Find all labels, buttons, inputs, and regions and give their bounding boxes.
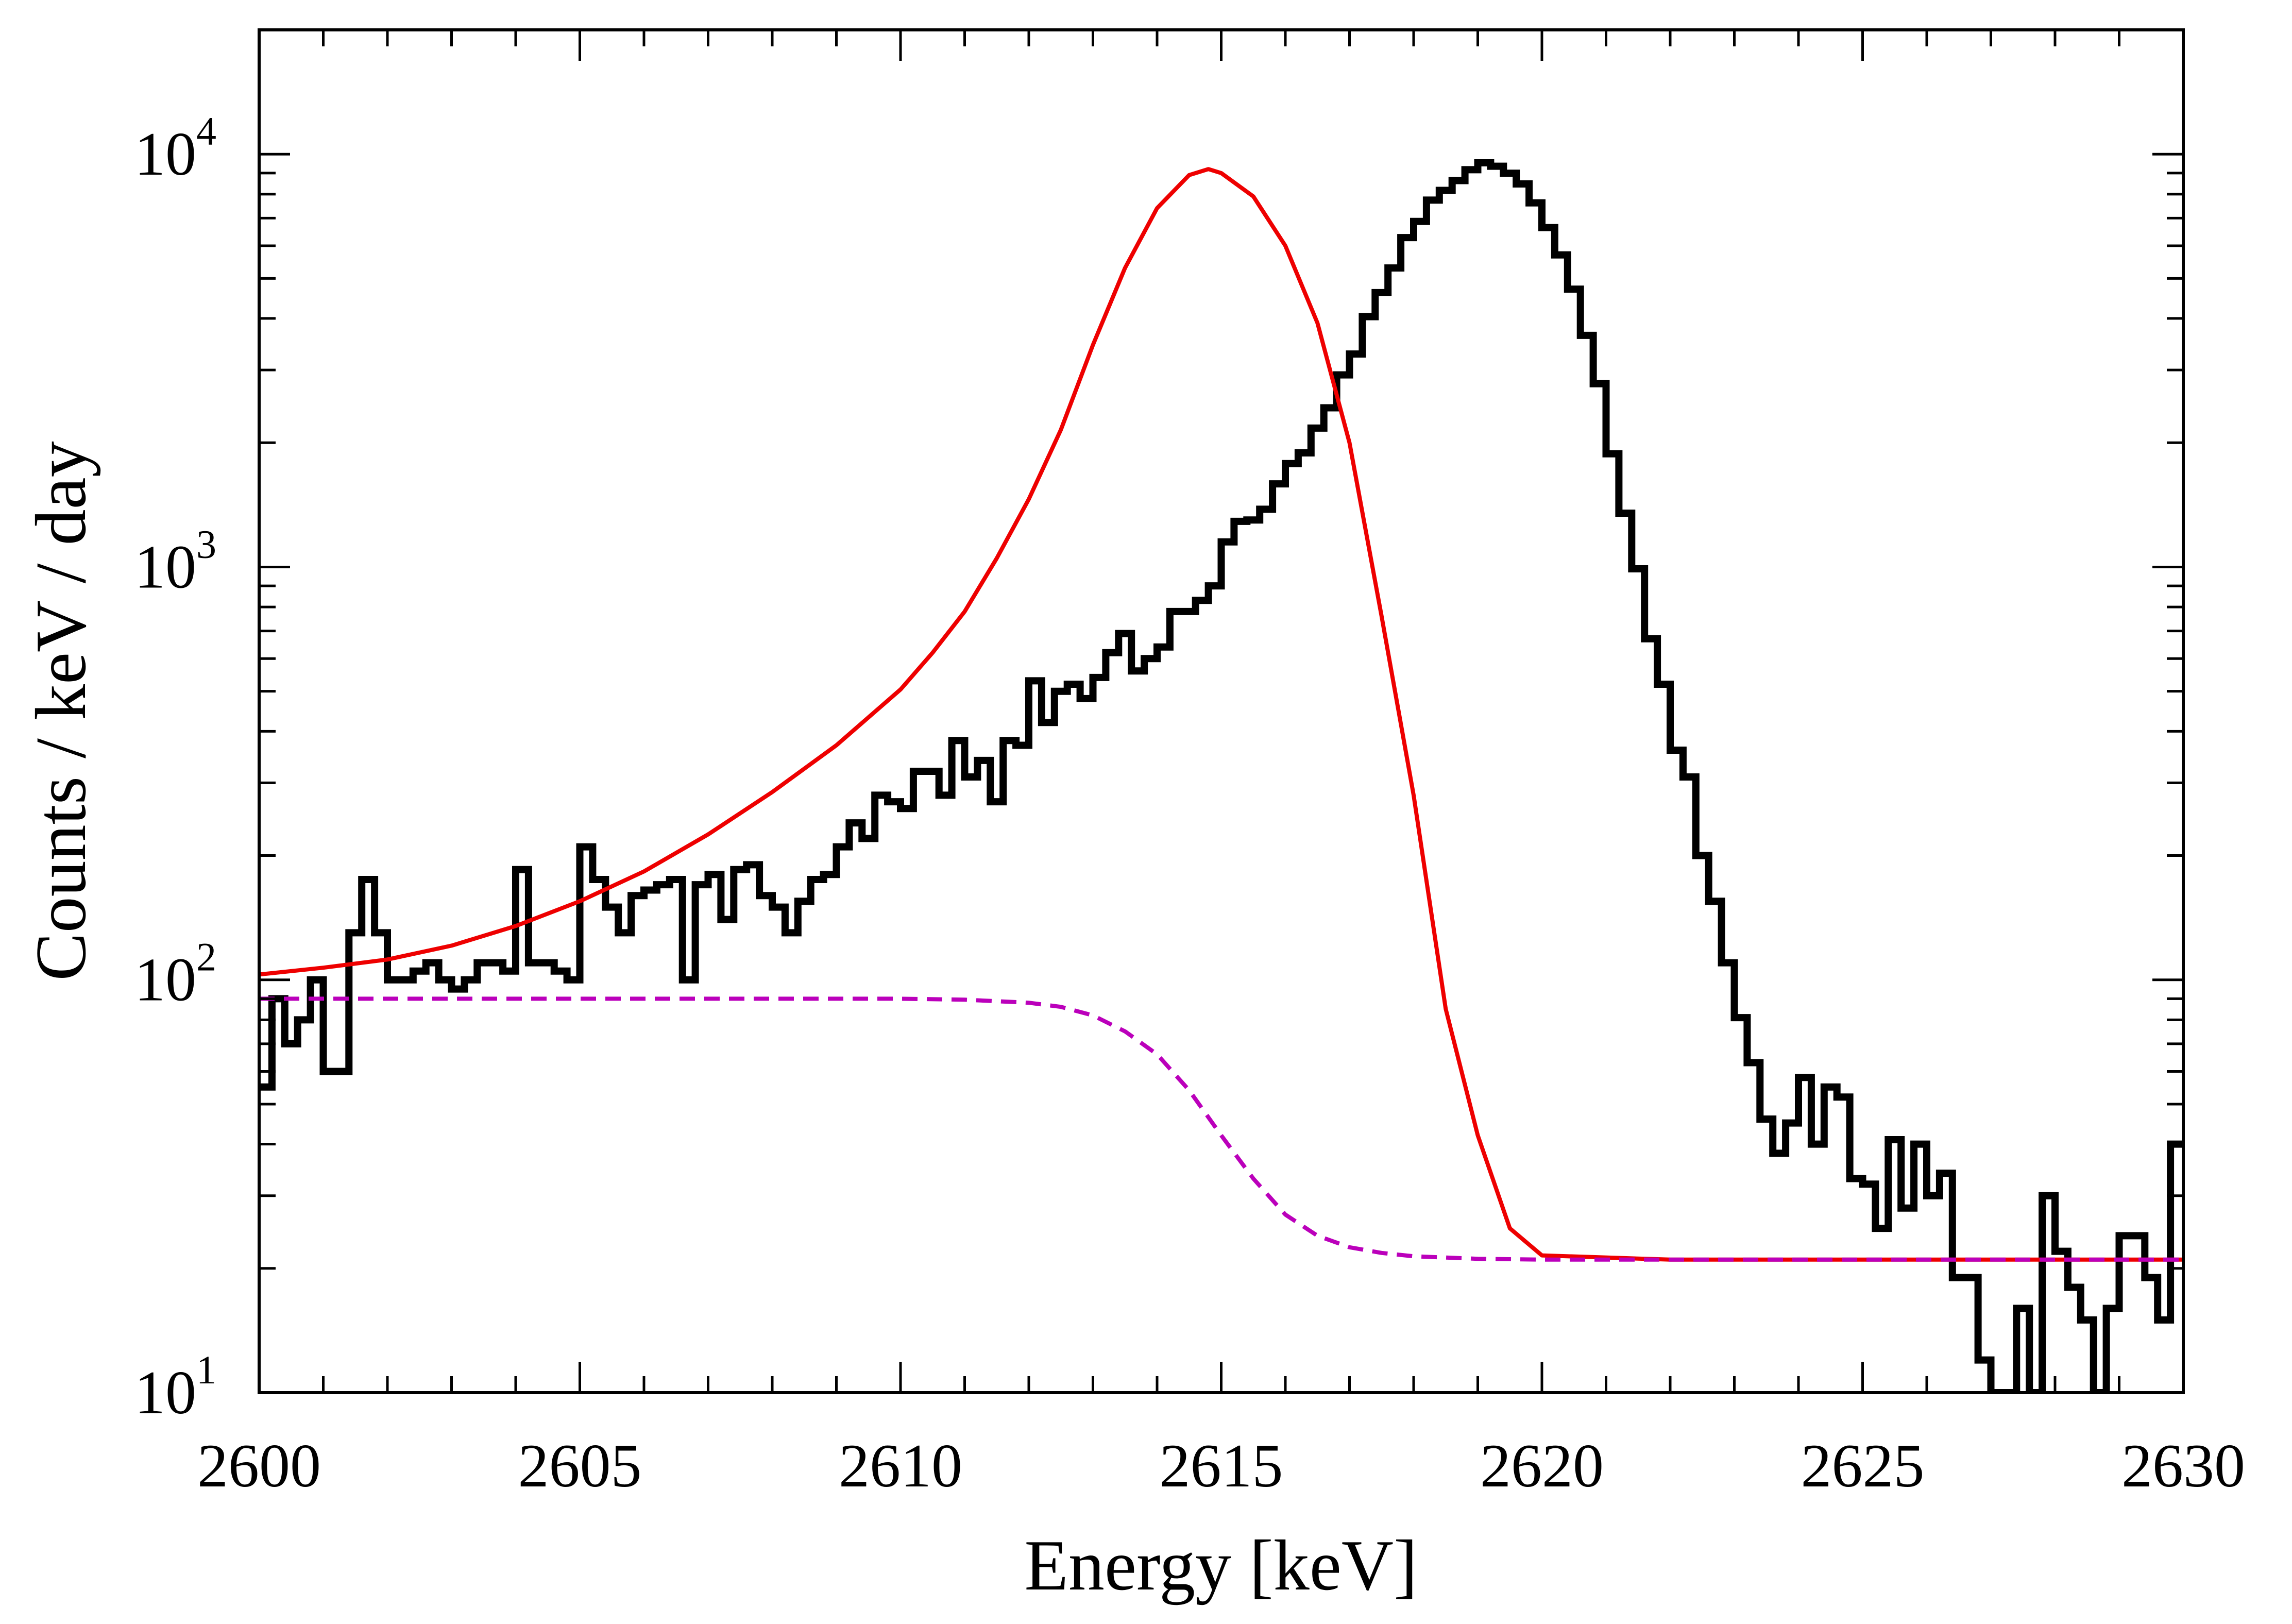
x-tick-label: 2600 [197, 1431, 321, 1500]
x-tick-label: 2620 [1480, 1431, 1604, 1500]
plot-area [259, 159, 2183, 1393]
y-axis-title: Counts / keV / day [21, 441, 101, 980]
axis-ticks [258, 28, 2185, 1394]
y-tick-label: 101 [134, 1347, 216, 1427]
x-tick-label: 2615 [1160, 1431, 1283, 1500]
x-tick-label: 2630 [2121, 1431, 2245, 1500]
x-tick-label: 2625 [1801, 1431, 1925, 1500]
x-tick-label: 2605 [518, 1431, 642, 1500]
y-tick-label: 103 [134, 521, 216, 601]
x-tick-label: 2610 [839, 1431, 962, 1500]
histogram-series [259, 159, 2183, 1393]
y-tick-label: 102 [134, 935, 216, 1014]
background-curve [259, 996, 2183, 1262]
fit-curve [259, 167, 2183, 1262]
plot-frame [258, 28, 2185, 1394]
x-axis-title: Energy [keV] [1024, 1526, 1417, 1605]
y-tick-labels: 101 102 103 104 [134, 109, 216, 1427]
y-tick-label: 104 [134, 109, 216, 188]
x-tick-labels: 2600 2605 2610 2615 2620 2625 2630 [197, 1431, 2245, 1500]
